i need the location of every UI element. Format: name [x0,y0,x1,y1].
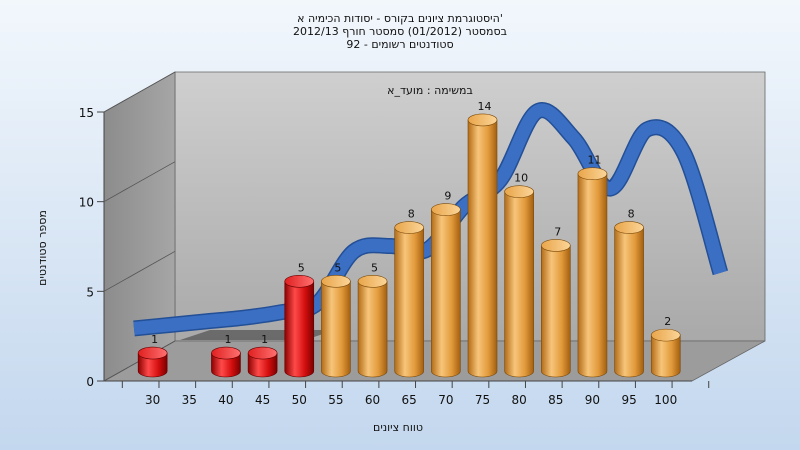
x-tick-label: 100 [654,393,677,407]
chart-title-line1: היסטוגרמת ציונים בקורס - יסודות הכימיה א… [297,12,503,25]
x-tick-label: 30 [145,393,160,407]
histogram-bar-top [614,221,644,234]
histogram-bar [357,281,388,378]
histogram-bar [577,173,608,378]
x-tick-label: 65 [402,393,417,407]
bar-value-label: 11 [587,154,601,167]
bar-value-label: 8 [628,208,635,221]
x-tick-label: 60 [365,393,380,407]
histogram-bar-top [357,275,388,288]
histogram-bar-top [467,113,498,127]
histogram-bar-top [394,221,425,234]
histogram-bar-top [321,275,351,288]
y-tick-label: 5 [86,285,94,299]
x-tick-label: 55 [328,393,343,407]
bar-value-label: 5 [334,261,341,274]
histogram-bar [614,227,644,378]
bar-value-label: 1 [261,333,268,346]
bar-value-label: 10 [514,172,528,185]
histogram-bar [137,352,168,378]
x-tick-label: 40 [218,393,233,407]
histogram-bar-top [247,346,278,360]
histogram-bar [467,119,498,378]
x-tick-label: 50 [292,393,307,407]
bar-value-label: 5 [298,261,305,274]
x-tick-label: 90 [585,393,600,407]
histogram-bar [431,209,461,378]
histogram-bar-top [211,346,241,360]
histogram-bar-top [650,328,681,342]
chart-subtitle: במשימה : מועד_א [387,84,473,97]
bar-value-label: 14 [478,100,492,113]
histogram-bar-top [137,346,168,360]
bar-value-label: 7 [554,225,561,238]
x-tick-label: 95 [621,393,636,407]
bar-value-label: 1 [224,333,231,346]
x-axis-label: טווח ציונים [373,421,423,434]
histogram-bar [541,245,571,378]
bar-value-label: 2 [664,315,671,328]
y-axis-label: מספר סטודנטים [36,210,49,286]
y-gridline-side [103,71,176,113]
histogram-bar-top [504,185,534,198]
histogram-bar [650,334,681,378]
y-gridline-side [103,161,176,203]
histogram-bar [284,281,315,378]
histogram-bar [321,281,351,378]
y-tick-label: 10 [79,196,94,210]
x-tick-label: 45 [255,393,270,407]
x-tick-label: 85 [548,393,563,407]
bar-value-label: 1 [151,333,158,346]
histogram-bar [504,191,534,378]
y-gridline-side [103,250,176,292]
histogram-bar-top [284,275,315,288]
histogram-bar-top [431,203,461,216]
chart-title-line3: סטודנטים רשומים - 92 [346,38,453,51]
x-tick-label: 70 [438,393,453,407]
chart-title-line2: בסמסטר (01/2012) סמסטר חורף 2012/13 [293,25,507,38]
histogram-bar-top [577,167,608,181]
bar-value-label: 5 [371,261,378,274]
x-tick-label: 35 [182,393,197,407]
histogram-bar [211,352,241,378]
histogram-bar [394,227,424,378]
y-tick-label: 0 [86,375,94,389]
bar-value-label: 8 [408,208,415,221]
y-tick-label: 15 [79,106,94,120]
histogram-bar [247,352,278,378]
x-tick-label: 80 [512,393,527,407]
x-tick-label: 75 [475,393,490,407]
bar-value-label: 9 [444,190,451,203]
histogram-bar-top [540,239,571,252]
